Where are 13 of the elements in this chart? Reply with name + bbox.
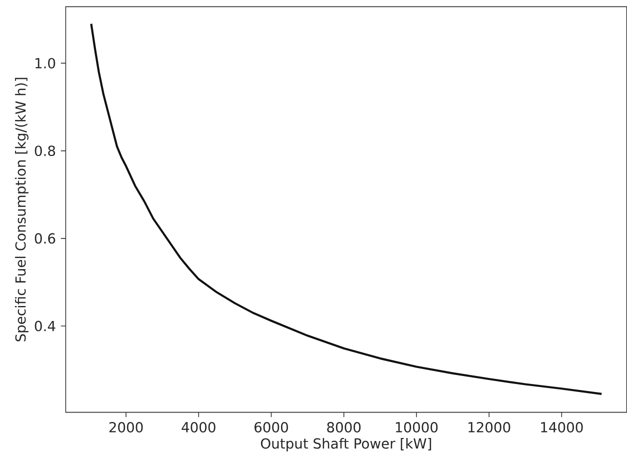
x-tick-label: 8000 — [327, 422, 361, 432]
x-tick-label: 6000 — [254, 422, 288, 432]
y-tick-label: 0.8 — [34, 146, 56, 156]
y-tick-label: 1.0 — [35, 58, 56, 68]
x-tick-label: 14000 — [541, 422, 583, 432]
y-tick-label: 0.4 — [34, 320, 56, 332]
y-tick-label: 0.6 — [34, 233, 56, 244]
x-tick-label: 10000 — [396, 422, 438, 432]
x-axis-title: Output Shaft Power [kW] — [260, 438, 432, 452]
x-tick-label: 4000 — [182, 422, 216, 432]
y-axis-title: Specific Fuel Consumption [kg/(kW h)] — [15, 78, 28, 342]
x-tick-label: 12000 — [468, 422, 510, 432]
x-tick-label: 2000 — [109, 422, 143, 432]
